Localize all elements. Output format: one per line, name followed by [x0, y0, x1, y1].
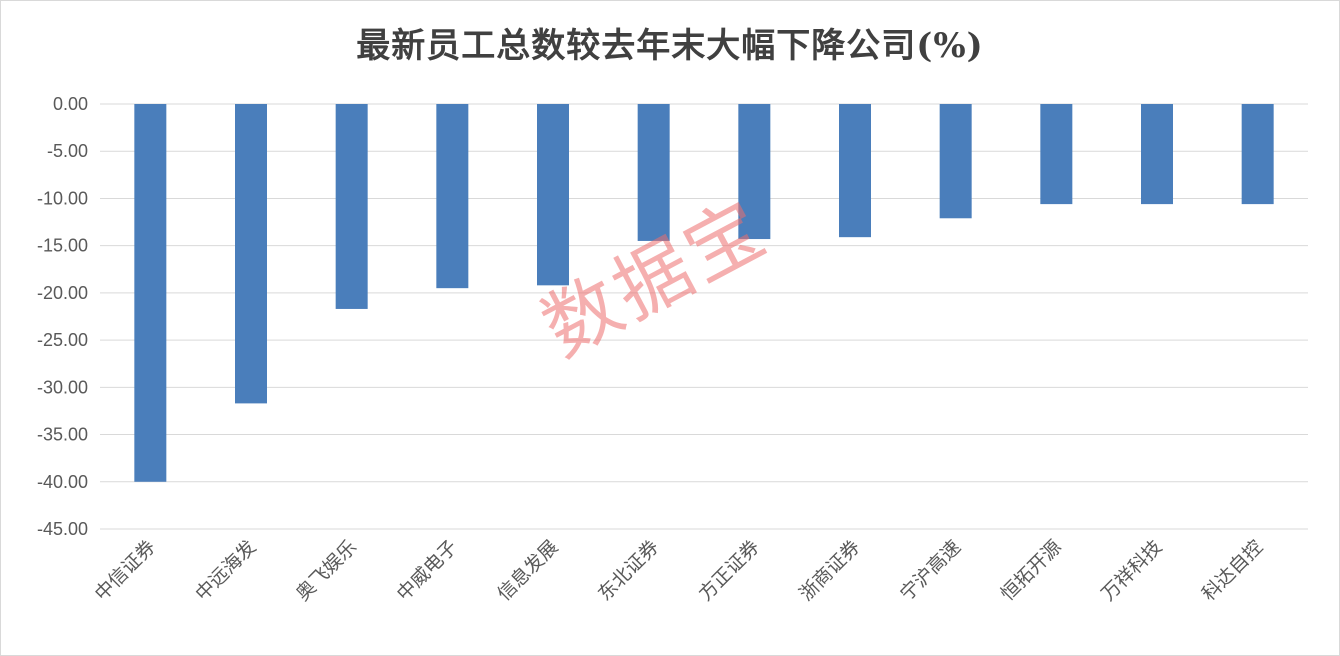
y-axis-ticks: 0.00 -5.00 -10.00 -15.00 -20.00 -25.00 -30.00 -… — [37, 94, 88, 539]
gridlines — [100, 103, 1308, 530]
x-tick-label: 科达自控 — [1198, 536, 1267, 605]
bar — [939, 104, 972, 219]
x-tick-label: 中信证券 — [91, 536, 160, 605]
x-tick-label: 万祥科技 — [1097, 536, 1166, 605]
bar — [738, 104, 771, 240]
x-tick-label: 东北证券 — [594, 536, 663, 605]
x-tick-label: 信息发展 — [493, 536, 562, 605]
y-tick-label: 0.00 — [53, 94, 88, 114]
x-tick-label: 中远海发 — [191, 536, 260, 605]
x-axis-ticks: 中信证券 中远海发 奥飞娱乐 中威电子 信息发展 东北证券 方正证券 浙商证券 宁沪高速 恒拓开源… — [91, 536, 1268, 605]
y-tick-label: -35.00 — [37, 425, 88, 445]
bar — [537, 104, 569, 286]
x-tick-label: 方正证券 — [695, 536, 764, 605]
bar — [1241, 104, 1274, 205]
y-tick-label: -10.00 — [37, 188, 88, 208]
bar — [235, 104, 267, 404]
bar — [637, 104, 670, 241]
y-tick-label: -15.00 — [37, 236, 88, 256]
bar — [1040, 104, 1073, 205]
y-tick-label: -5.00 — [47, 141, 88, 161]
x-tick-label: 奥飞娱乐 — [292, 536, 361, 605]
bar — [839, 104, 871, 238]
x-tick-label: 中威电子 — [393, 536, 462, 605]
chart-title: 最新员工总数较去年末大幅下降公司(%) — [356, 26, 984, 66]
y-tick-label: -45.00 — [37, 519, 88, 539]
x-tick-label: 恒拓开源 — [997, 536, 1066, 605]
y-tick-label: -40.00 — [37, 472, 88, 492]
bars — [134, 104, 1274, 482]
y-tick-label: -25.00 — [37, 330, 88, 350]
y-tick-label: -20.00 — [37, 283, 88, 303]
bar — [1141, 104, 1173, 205]
x-tick-label: 浙商证券 — [795, 536, 864, 605]
bar — [335, 104, 368, 309]
bar — [134, 104, 167, 482]
y-tick-label: -30.00 — [37, 377, 88, 397]
bar — [436, 104, 469, 289]
x-tick-label: 宁沪高速 — [896, 536, 965, 605]
